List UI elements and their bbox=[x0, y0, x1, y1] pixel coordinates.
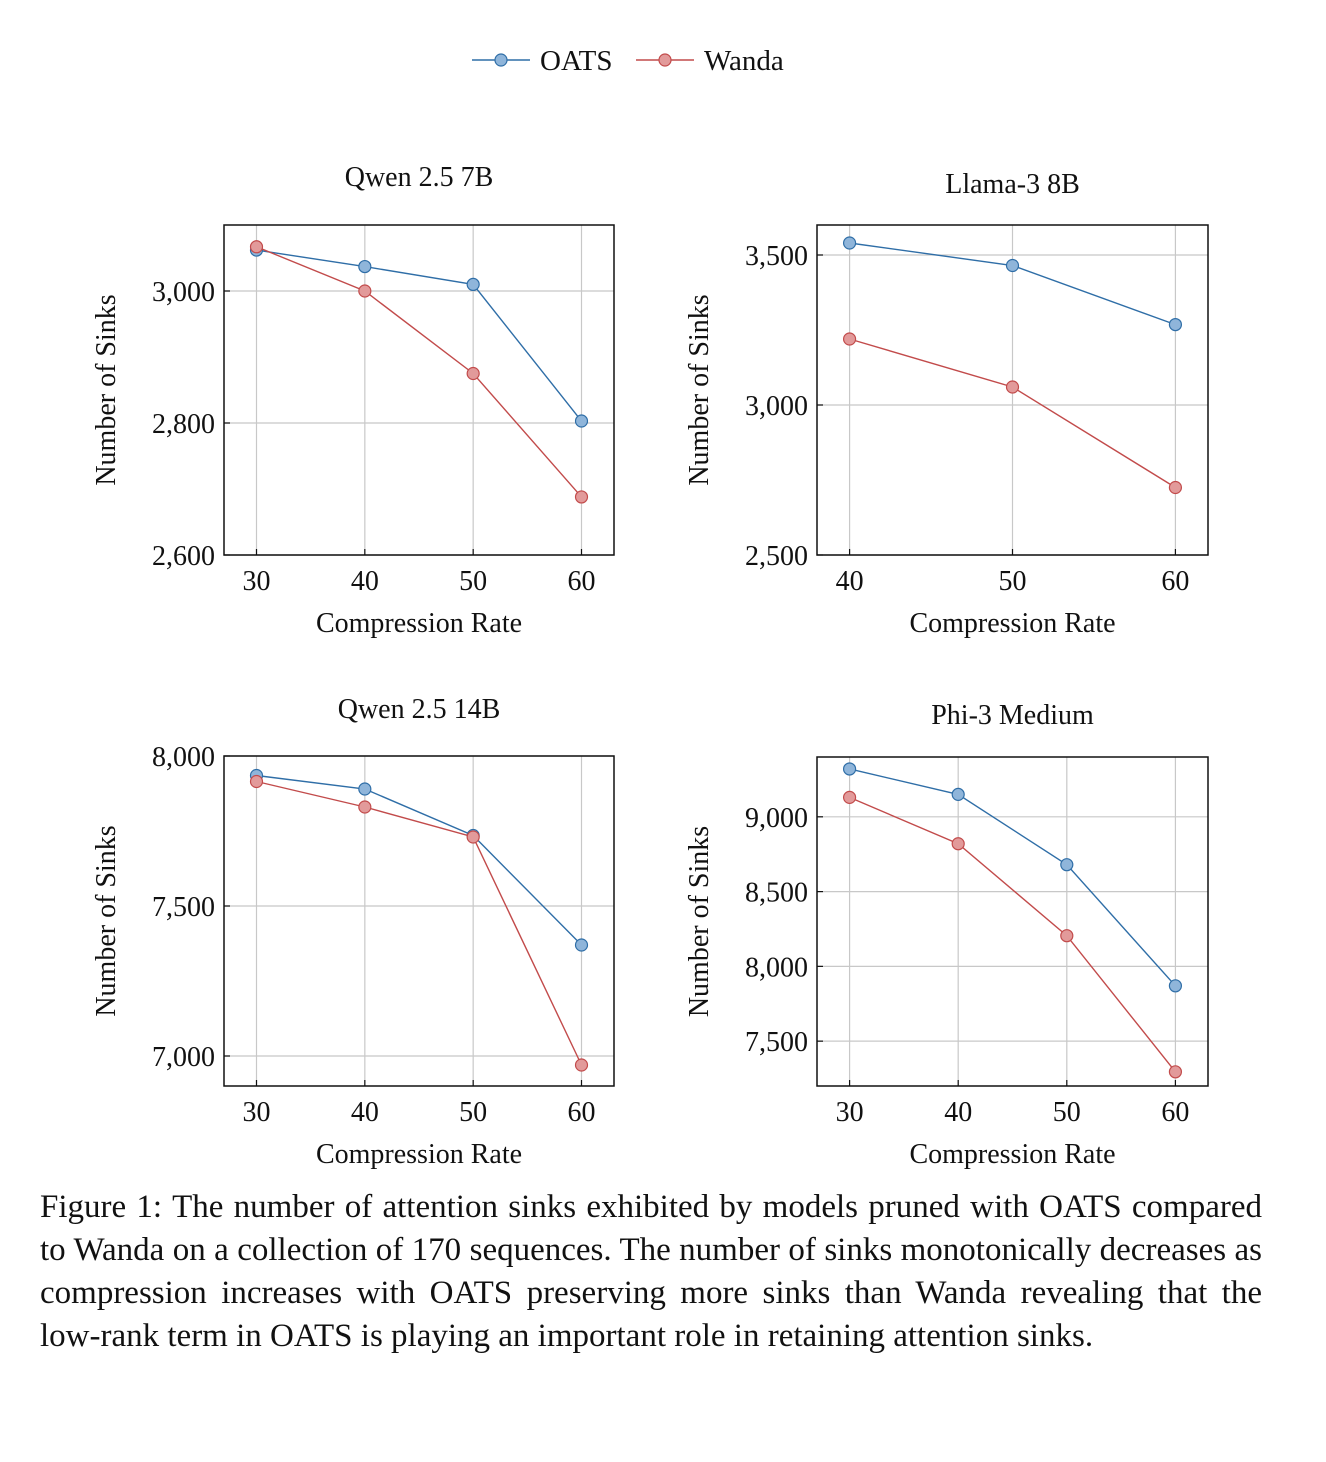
series-line-oats bbox=[256, 249, 583, 422]
chart-qwen-2-5-7b: 30 40 50 60 2,600 2,800 3,000 Qwen 2.5 7B Compre… bbox=[91, 162, 615, 639]
x-axis-label: Compression Rate bbox=[316, 608, 522, 639]
data-point-oats bbox=[466, 277, 480, 291]
data-point-oats bbox=[1168, 318, 1183, 332]
data-point-oats bbox=[1005, 258, 1020, 273]
plot-frame bbox=[223, 224, 615, 556]
x-tick-label: 60 bbox=[1161, 1097, 1189, 1128]
plot-frame bbox=[223, 755, 615, 1087]
data-point-oats bbox=[842, 236, 857, 250]
data-point-wanda bbox=[358, 800, 372, 814]
chart-title: Phi-3 Medium bbox=[931, 700, 1094, 731]
x-tick-label: 30 bbox=[836, 1097, 864, 1128]
x-tick-label: 60 bbox=[1161, 566, 1189, 597]
legend-marker-oats bbox=[494, 53, 508, 67]
data-point-wanda bbox=[842, 332, 857, 346]
figure-caption: Figure 1: The number of attention sinks e… bbox=[40, 1186, 1262, 1358]
y-axis-label: Number of Sinks bbox=[91, 825, 122, 1016]
data-point-wanda bbox=[574, 490, 589, 504]
data-point-wanda bbox=[1060, 929, 1074, 943]
y-tick-label: 8,500 bbox=[745, 878, 808, 909]
chart-title: Llama-3 8B bbox=[945, 169, 1080, 200]
y-tick-label: 2,600 bbox=[152, 541, 215, 572]
series-line-oats bbox=[256, 774, 582, 946]
y-tick-label: 8,000 bbox=[745, 952, 808, 983]
series-line-wanda bbox=[256, 780, 583, 1066]
legend-marker-wanda bbox=[658, 53, 672, 67]
y-tick-label: 3,000 bbox=[152, 277, 215, 308]
caption-label: Figure 1: bbox=[40, 1189, 163, 1225]
x-tick-label: 50 bbox=[459, 566, 487, 597]
chart-panels: 30 40 50 60 2,600 2,800 3,000 Qwen 2.5 7B Compre… bbox=[91, 162, 1209, 1170]
y-tick-label: 3,500 bbox=[745, 241, 808, 272]
data-point-wanda bbox=[574, 1058, 589, 1072]
data-point-oats bbox=[358, 259, 372, 274]
y-tick-label: 8,000 bbox=[152, 742, 215, 773]
y-tick-label: 2,800 bbox=[152, 409, 215, 440]
y-tick-label: 7,500 bbox=[152, 892, 215, 923]
data-point-oats bbox=[574, 938, 589, 952]
x-tick-label: 40 bbox=[351, 566, 379, 597]
figure: OATS Wanda 30 40 50 60 2,600 2,800 3,000 Qwen 2.… bbox=[91, 45, 1209, 1170]
data-point-wanda bbox=[1005, 380, 1020, 394]
legend-label-wanda: Wanda bbox=[704, 45, 784, 77]
chart-title: Qwen 2.5 7B bbox=[345, 162, 494, 193]
x-axis-label: Compression Rate bbox=[909, 1139, 1115, 1170]
series-line-oats bbox=[849, 768, 1176, 987]
data-point-wanda bbox=[249, 240, 264, 254]
data-point-oats bbox=[1168, 979, 1183, 993]
x-tick-label: 40 bbox=[944, 1097, 972, 1128]
data-point-wanda bbox=[1168, 480, 1183, 495]
caption-text: The number of attention sinks exhibited … bbox=[40, 1189, 1262, 1354]
legend: OATS Wanda bbox=[472, 45, 784, 77]
x-tick-label: 40 bbox=[836, 566, 864, 597]
chart-title: Qwen 2.5 14B bbox=[338, 694, 501, 725]
x-tick-label: 30 bbox=[243, 566, 271, 597]
plot-frame bbox=[816, 756, 1209, 1087]
y-tick-label: 7,000 bbox=[152, 1042, 215, 1073]
series-line-wanda bbox=[849, 796, 1176, 1073]
y-tick-label: 7,500 bbox=[745, 1027, 808, 1058]
data-point-wanda bbox=[951, 837, 965, 851]
chart-phi-3-medium: 30 40 50 60 7,500 8,000 8,500 9,000 Phi-3 Medium… bbox=[684, 700, 1209, 1170]
chart-qwen-2-5-14b: 30 40 50 60 7,000 7,500 8,000 Qwen 2.5 14B Compr… bbox=[91, 694, 615, 1170]
y-axis-label: Number of Sinks bbox=[684, 826, 715, 1017]
x-tick-label: 60 bbox=[568, 566, 596, 597]
data-point-oats bbox=[574, 414, 589, 428]
data-point-wanda bbox=[1168, 1065, 1183, 1079]
series-line-wanda bbox=[256, 246, 583, 498]
data-point-oats bbox=[951, 787, 965, 801]
data-point-wanda bbox=[466, 366, 480, 381]
data-point-oats bbox=[358, 782, 372, 796]
x-axis-label: Compression Rate bbox=[316, 1139, 522, 1170]
x-tick-label: 50 bbox=[1053, 1097, 1081, 1128]
legend-label-oats: OATS bbox=[540, 45, 613, 77]
y-tick-label: 2,500 bbox=[745, 541, 808, 572]
x-tick-label: 30 bbox=[243, 1097, 271, 1128]
x-tick-label: 50 bbox=[999, 566, 1027, 597]
y-axis-label: Number of Sinks bbox=[91, 294, 122, 485]
data-point-wanda bbox=[358, 284, 372, 298]
x-axis-label: Compression Rate bbox=[909, 608, 1115, 639]
x-tick-label: 60 bbox=[568, 1097, 596, 1128]
data-point-wanda bbox=[842, 790, 857, 804]
data-point-oats bbox=[1060, 858, 1074, 872]
chart-llama-3-8b: 40 50 60 2,500 3,000 3,500 Llama-3 8B Compressi… bbox=[684, 169, 1209, 639]
y-axis-label: Number of Sinks bbox=[684, 294, 715, 485]
x-tick-label: 40 bbox=[351, 1097, 379, 1128]
y-tick-label: 9,000 bbox=[745, 803, 808, 834]
y-tick-label: 3,000 bbox=[745, 391, 808, 422]
data-point-wanda bbox=[249, 774, 264, 789]
data-point-wanda bbox=[466, 830, 480, 844]
data-point-oats bbox=[842, 762, 857, 776]
x-tick-label: 50 bbox=[459, 1097, 487, 1128]
